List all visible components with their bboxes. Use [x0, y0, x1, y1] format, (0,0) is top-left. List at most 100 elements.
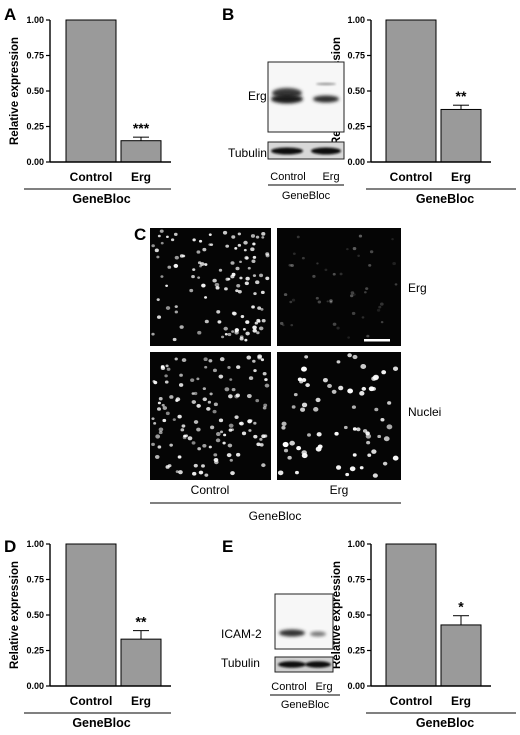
nucleus-dot: [215, 438, 221, 443]
nucleus-dot: [196, 377, 200, 381]
nucleus-dot: [192, 268, 196, 271]
nucleus-dot: [215, 432, 221, 437]
nucleus-dot: [253, 421, 257, 425]
nucleus-dot: [372, 473, 378, 478]
blot-b-bottom-label: Tubulin: [228, 146, 267, 160]
nucleus-dot: [197, 330, 202, 335]
nucleus-dot: [235, 266, 240, 271]
nucleus-dot: [164, 374, 168, 378]
nucleus-dot: [206, 406, 211, 411]
blot-b-band-erg-faint: [316, 82, 336, 86]
nucleus-dot: [252, 359, 256, 363]
nucleus-dot: [204, 473, 209, 477]
blot-b-band-control-lower: [271, 94, 303, 104]
nucleus-dot: [369, 250, 374, 254]
nucleus-dot: [156, 407, 162, 411]
nucleus-dot: [151, 244, 155, 248]
nucleus-dot: [365, 433, 372, 439]
nucleus-dot: [151, 417, 155, 421]
nucleus-dot: [227, 443, 233, 448]
nucleus-dot: [255, 235, 260, 239]
nucleus-dot: [197, 261, 202, 265]
nucleus-dot: [204, 263, 208, 266]
nucleus-dot: [288, 263, 292, 267]
nucleus-dot: [202, 443, 207, 448]
nucleus-dot: [158, 430, 163, 435]
nucleus-dot: [243, 248, 247, 252]
nucleus-dot: [356, 427, 361, 432]
nucleus-dot: [241, 431, 247, 436]
nucleus-dot: [209, 392, 213, 396]
blot-b-group-label: GeneBloc: [282, 190, 331, 202]
y-tick-label-e: 0.00: [347, 681, 365, 691]
nucleus-dot: [157, 234, 161, 238]
nucleus-dot: [253, 292, 257, 296]
nucleus-dot: [291, 298, 296, 302]
nucleus-dot: [155, 434, 161, 439]
nucleus-dot: [352, 293, 356, 296]
nucleus-dot: [281, 425, 286, 430]
group-label-d: GeneBloc: [72, 716, 130, 730]
micrograph-group-label: GeneBloc: [249, 509, 302, 523]
nucleus-dot: [224, 333, 228, 336]
nucleus-dot: [301, 366, 307, 372]
nucleus-dot: [180, 428, 185, 432]
nucleus-dot: [313, 407, 319, 412]
bar-a-control: [65, 19, 117, 163]
nucleus-dot: [198, 239, 203, 243]
nucleus-dot: [154, 454, 160, 459]
nucleus-dot: [260, 290, 265, 295]
nucleus-dot: [307, 433, 311, 437]
scale-bar: [364, 339, 390, 342]
micrograph-erg-nuclei: [277, 352, 401, 480]
nucleus-dot: [349, 466, 356, 472]
nucleus-dot: [222, 230, 228, 235]
nucleus-dot: [169, 443, 173, 447]
nucleus-dot: [202, 387, 206, 391]
category-label-b-control: Control: [390, 170, 433, 184]
nucleus-dot: [204, 365, 208, 369]
nucleus-dot: [259, 437, 263, 441]
y-tick-label-d: 1.00: [26, 539, 44, 549]
panel-label-c: C: [134, 225, 146, 244]
nucleus-dot: [265, 252, 270, 256]
nucleus-dot: [350, 294, 354, 298]
nucleus-dot: [338, 385, 344, 391]
nucleus-dot: [160, 241, 164, 245]
nucleus-dot: [161, 403, 165, 407]
nucleus-dot: [160, 275, 164, 278]
nucleus-dot: [256, 331, 260, 335]
category-label-d-erg: Erg: [131, 694, 151, 708]
nucleus-dot: [230, 261, 235, 265]
nucleus-dot: [179, 325, 184, 329]
nucleus-dot: [326, 300, 329, 303]
nucleus-dot: [229, 378, 233, 381]
nucleus-dot: [190, 378, 195, 382]
nucleus-dot: [213, 453, 218, 457]
panel-label-e: E: [222, 537, 233, 556]
nucleus-dot: [239, 260, 242, 264]
panel-label-d: D: [4, 537, 16, 556]
nucleus-dot: [212, 409, 217, 414]
nucleus-dot: [378, 305, 382, 309]
nucleus-dot: [225, 244, 230, 248]
blot-e-band-control: [279, 629, 305, 637]
nucleus-dot: [296, 235, 300, 239]
bar-chart-e: * 0.00 0.25 0.50 0.75 1.00 Relative expression…: [331, 539, 516, 730]
nucleus-dot: [208, 233, 212, 236]
nucleus-dot: [234, 330, 239, 335]
nucleus-dot: [261, 236, 265, 239]
nucleus-dot: [336, 360, 341, 364]
nucleus-dot: [364, 291, 367, 294]
nucleus-dot: [202, 397, 207, 402]
category-label-e-control: Control: [390, 694, 433, 708]
nucleus-dot: [237, 232, 242, 236]
nucleus-dot: [279, 321, 284, 325]
nucleus-dot: [175, 470, 179, 474]
nucleus-dot: [254, 321, 259, 325]
micrograph-row-label-erg: Erg: [408, 281, 427, 295]
nucleus-dot: [346, 247, 349, 251]
nucleus-dot: [381, 370, 387, 375]
nucleus-dot: [212, 278, 217, 283]
nucleus-dot: [235, 289, 239, 293]
